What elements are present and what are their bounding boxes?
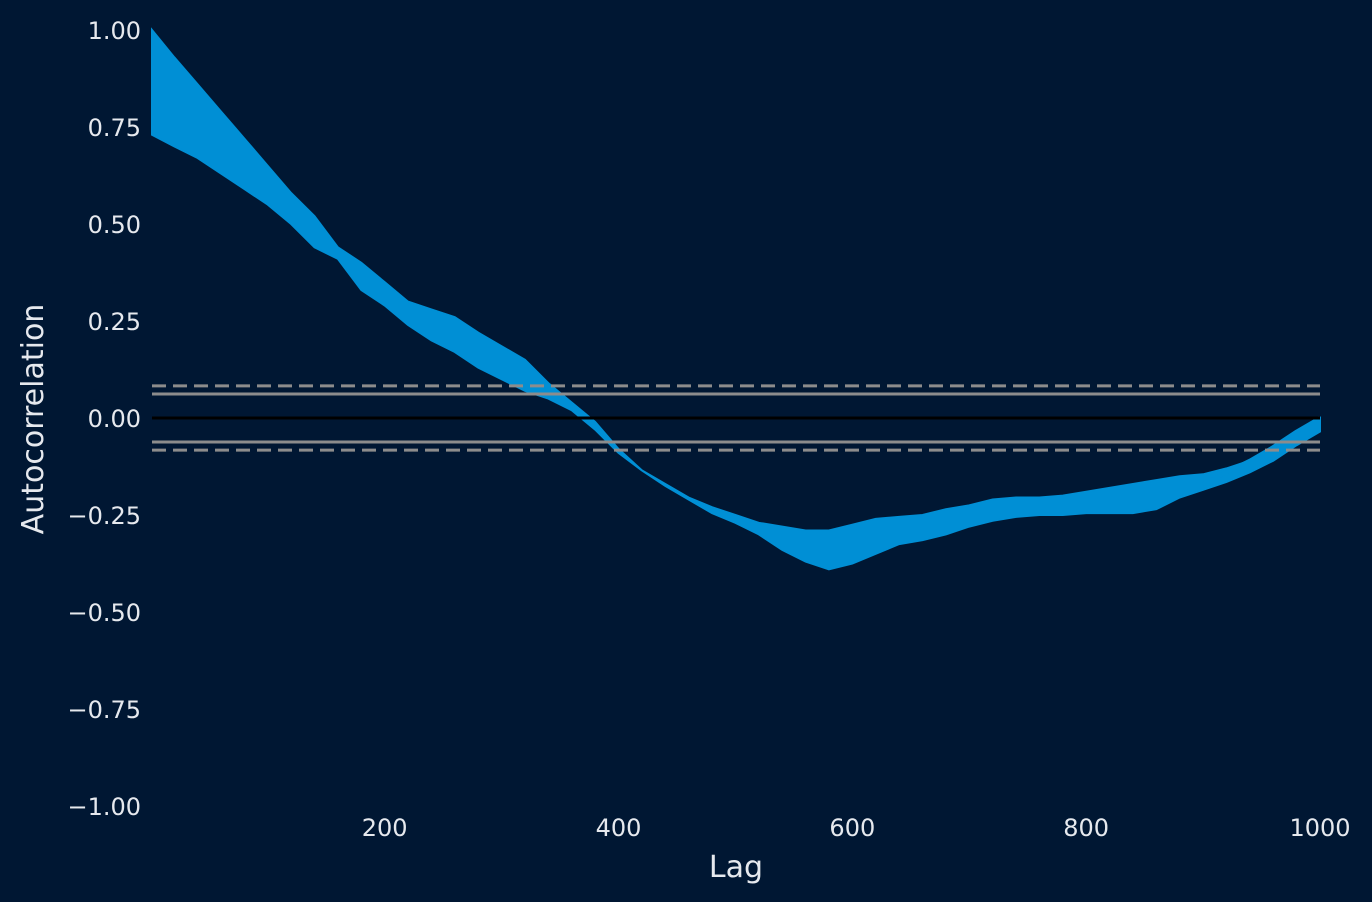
y-axis: −1.00 −0.75 −0.50 −0.25 0.00 0.25 0.50 0.75 1.00 bbox=[67, 17, 141, 821]
x-tick-label: 400 bbox=[596, 814, 642, 842]
y-tick-label: 0.00 bbox=[88, 405, 141, 433]
x-axis-label: Lag bbox=[709, 850, 763, 885]
y-tick-label: −0.50 bbox=[67, 599, 141, 627]
y-axis-label: Autocorrelation bbox=[16, 304, 51, 535]
y-tick-label: −0.25 bbox=[67, 502, 141, 530]
x-tick-label: 600 bbox=[829, 814, 875, 842]
y-tick-label: 0.75 bbox=[88, 114, 141, 142]
x-tick-label: 200 bbox=[362, 814, 408, 842]
autocorrelation-line bbox=[1202, 416, 1322, 486]
x-tick-label: 800 bbox=[1063, 814, 1109, 842]
y-tick-label: 0.50 bbox=[88, 211, 141, 239]
x-tick-label: 1000 bbox=[1289, 814, 1350, 842]
y-tick-label: −0.75 bbox=[67, 696, 141, 724]
plot-area bbox=[151, 27, 1322, 571]
y-tick-label: 1.00 bbox=[88, 17, 141, 45]
autocorrelation-band bbox=[151, 27, 1321, 571]
x-axis: 200 400 600 800 1000 bbox=[362, 814, 1351, 842]
y-tick-label: −1.00 bbox=[67, 793, 141, 821]
y-tick-label: 0.25 bbox=[88, 308, 141, 336]
